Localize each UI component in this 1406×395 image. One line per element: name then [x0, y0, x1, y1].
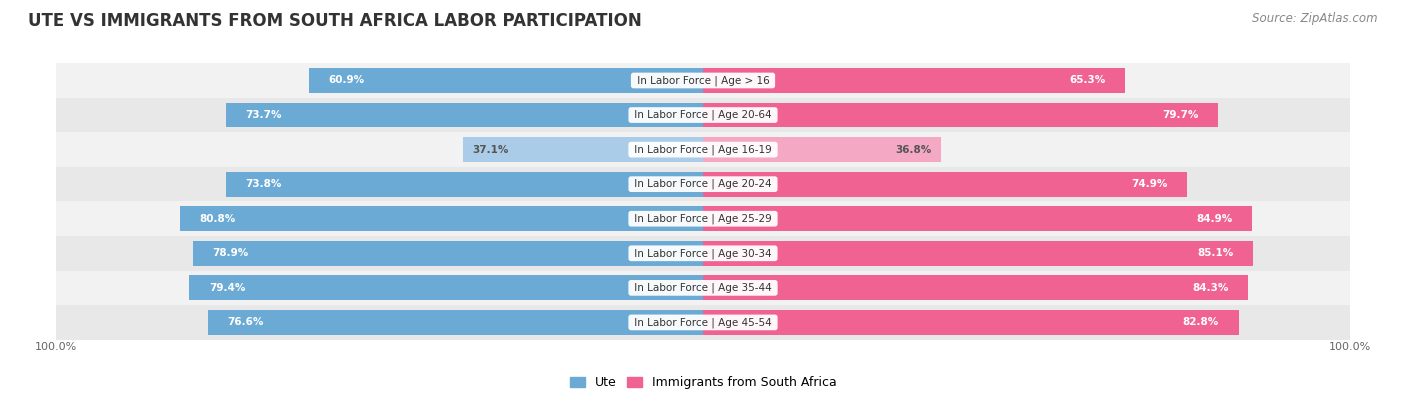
Legend: Ute, Immigrants from South Africa: Ute, Immigrants from South Africa	[565, 371, 841, 394]
Text: In Labor Force | Age 45-54: In Labor Force | Age 45-54	[631, 317, 775, 328]
Bar	[56, 271, 1350, 305]
Bar	[56, 167, 1350, 201]
Text: 37.1%: 37.1%	[472, 145, 509, 154]
Text: In Labor Force | Age 35-44: In Labor Force | Age 35-44	[631, 282, 775, 293]
Text: 84.3%: 84.3%	[1192, 283, 1229, 293]
Text: 85.1%: 85.1%	[1198, 248, 1234, 258]
Bar	[703, 103, 1219, 128]
Text: 76.6%: 76.6%	[226, 318, 263, 327]
Bar	[309, 68, 703, 93]
Text: In Labor Force | Age 25-29: In Labor Force | Age 25-29	[631, 213, 775, 224]
Bar	[56, 63, 1350, 98]
Text: 73.8%: 73.8%	[245, 179, 281, 189]
Bar	[703, 68, 1125, 93]
Text: 82.8%: 82.8%	[1182, 318, 1219, 327]
Bar	[703, 172, 1188, 197]
Bar	[226, 172, 703, 197]
Text: 73.7%: 73.7%	[246, 110, 283, 120]
Text: 78.9%: 78.9%	[212, 248, 249, 258]
Bar	[703, 275, 1249, 300]
Text: In Labor Force | Age 20-64: In Labor Force | Age 20-64	[631, 110, 775, 120]
Bar	[56, 98, 1350, 132]
Text: In Labor Force | Age 20-24: In Labor Force | Age 20-24	[631, 179, 775, 190]
Bar	[56, 236, 1350, 271]
Bar	[56, 201, 1350, 236]
Text: 74.9%: 74.9%	[1132, 179, 1168, 189]
Text: In Labor Force | Age 30-34: In Labor Force | Age 30-34	[631, 248, 775, 259]
Text: 36.8%: 36.8%	[896, 145, 931, 154]
Bar	[703, 206, 1253, 231]
Bar	[463, 137, 703, 162]
Bar	[703, 241, 1253, 266]
Text: Source: ZipAtlas.com: Source: ZipAtlas.com	[1253, 12, 1378, 25]
Bar	[226, 103, 703, 128]
Bar	[56, 132, 1350, 167]
Text: 80.8%: 80.8%	[200, 214, 236, 224]
Bar	[180, 206, 703, 231]
Text: In Labor Force | Age 16-19: In Labor Force | Age 16-19	[631, 144, 775, 155]
Bar	[703, 137, 941, 162]
Bar	[703, 310, 1239, 335]
Bar	[208, 310, 703, 335]
Bar	[193, 241, 703, 266]
Text: UTE VS IMMIGRANTS FROM SOUTH AFRICA LABOR PARTICIPATION: UTE VS IMMIGRANTS FROM SOUTH AFRICA LABO…	[28, 12, 643, 30]
Bar	[190, 275, 703, 300]
Text: 79.4%: 79.4%	[209, 283, 245, 293]
Text: 60.9%: 60.9%	[329, 75, 364, 85]
Text: 79.7%: 79.7%	[1163, 110, 1199, 120]
Text: 84.9%: 84.9%	[1197, 214, 1233, 224]
Bar	[56, 305, 1350, 340]
Text: 65.3%: 65.3%	[1070, 75, 1107, 85]
Text: In Labor Force | Age > 16: In Labor Force | Age > 16	[634, 75, 772, 86]
